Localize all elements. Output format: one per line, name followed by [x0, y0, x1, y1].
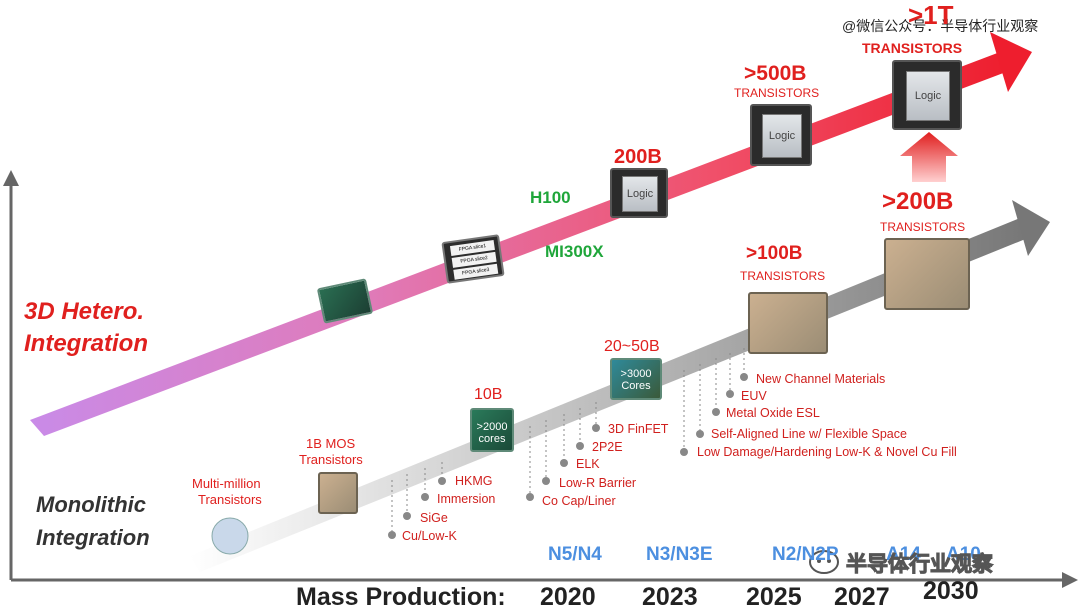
tech-label: Cu/Low-K	[402, 529, 457, 543]
tech-label: 3D FinFET	[608, 422, 669, 436]
label-1b-1: 1B MOS	[306, 436, 356, 451]
label-100b: >100B	[746, 243, 803, 264]
node-label: A10	[946, 544, 981, 565]
mono-title-2: Integration	[36, 525, 150, 550]
mi300x-label: MI300X	[545, 242, 604, 261]
mono-title-1: Monolithic	[36, 492, 146, 517]
x-axis-arrowhead	[1062, 572, 1078, 588]
label-1t: >1T	[908, 0, 954, 30]
label-200b-top: 200B	[614, 146, 662, 168]
tech-label: SiGe	[420, 511, 448, 525]
tech-label: EUV	[741, 389, 767, 403]
label-200b-sub: TRANSISTORS	[880, 220, 966, 234]
tech-label: Low-R Barrier	[559, 476, 637, 490]
y-axis-arrowhead	[3, 170, 19, 186]
watermark-bottom: 半导体行业观察	[846, 553, 994, 577]
chip-1t: Logic	[892, 60, 962, 130]
tech-label: 2P2E	[592, 440, 623, 454]
tech-label: Low Damage/Hardening Low-K & Novel Cu Fi…	[697, 445, 957, 459]
year-label: 2023	[642, 583, 698, 611]
hetero-title-1: 3D Hetero.	[24, 298, 145, 325]
h100-chip: Logic	[610, 168, 668, 218]
logic-die-1t: Logic	[905, 71, 951, 121]
xaxis-label: Mass Production:	[296, 583, 506, 611]
node-label: N3/N3E	[646, 544, 713, 565]
label-multimillion-1: Multi-million	[192, 476, 261, 491]
label-10b: 10B	[474, 386, 503, 403]
label-500b: >500B	[744, 62, 807, 85]
hetero-arrowhead	[990, 32, 1032, 92]
label-500b-sub: TRANSISTORS	[734, 86, 820, 100]
label-200b-bottom: >200B	[882, 188, 954, 215]
label-1t-sub: TRANSISTORS	[862, 40, 963, 56]
chip-1b	[318, 472, 358, 514]
logic-die: Logic	[621, 176, 659, 212]
label-20-50b: 20~50B	[604, 338, 660, 355]
tech-label: New Channel Materials	[756, 372, 886, 386]
hetero-title-2: Integration	[24, 330, 148, 357]
tech-dots	[388, 373, 748, 539]
chip-10b-cores: >2000 cores	[476, 421, 508, 445]
tech-label: ELK	[576, 457, 600, 471]
node-label: A14	[886, 544, 921, 565]
chip-20-50b-cores: >3000 Cores	[620, 368, 652, 392]
chip-500b: Logic	[750, 104, 812, 166]
wafer-image	[211, 517, 249, 555]
node-label: N5/N4	[548, 544, 602, 565]
mono-arrowhead	[1012, 200, 1050, 256]
tech-dotted-lines	[391, 348, 745, 535]
year-label: 2030	[923, 577, 979, 605]
tech-label: Metal Oxide ESL	[726, 406, 820, 420]
watermark-top: @微信公众号：半导体行业观察	[842, 18, 1039, 34]
year-label: 2025	[746, 583, 802, 611]
wechat-logo-icon	[809, 550, 839, 574]
year-label: 2020	[540, 583, 596, 611]
node-label: N2/N2P	[772, 544, 839, 565]
label-1b-2: Transistors	[299, 452, 363, 467]
tech-label: HKMG	[455, 474, 493, 488]
logic-die-500b: Logic	[762, 114, 802, 158]
upgrade-arrow	[900, 132, 958, 182]
chip-200b	[884, 238, 970, 310]
chip-20-50b: >3000 Cores	[610, 358, 662, 400]
chip-100b	[748, 292, 828, 354]
year-label: 2027	[834, 583, 890, 611]
tech-label: Immersion	[437, 492, 496, 506]
tech-label: Co Cap/Liner	[542, 494, 616, 508]
chip-10b: >2000 cores	[470, 408, 514, 452]
fpga-chip: FPGA slice1 FPGA slice2 FPGA slice3	[441, 234, 505, 284]
label-100b-sub: TRANSISTORS	[740, 269, 826, 283]
tech-label: Self-Aligned Line w/ Flexible Space	[711, 427, 907, 441]
label-multimillion-2: Transistors	[198, 492, 262, 507]
h100-label: H100	[530, 188, 571, 207]
